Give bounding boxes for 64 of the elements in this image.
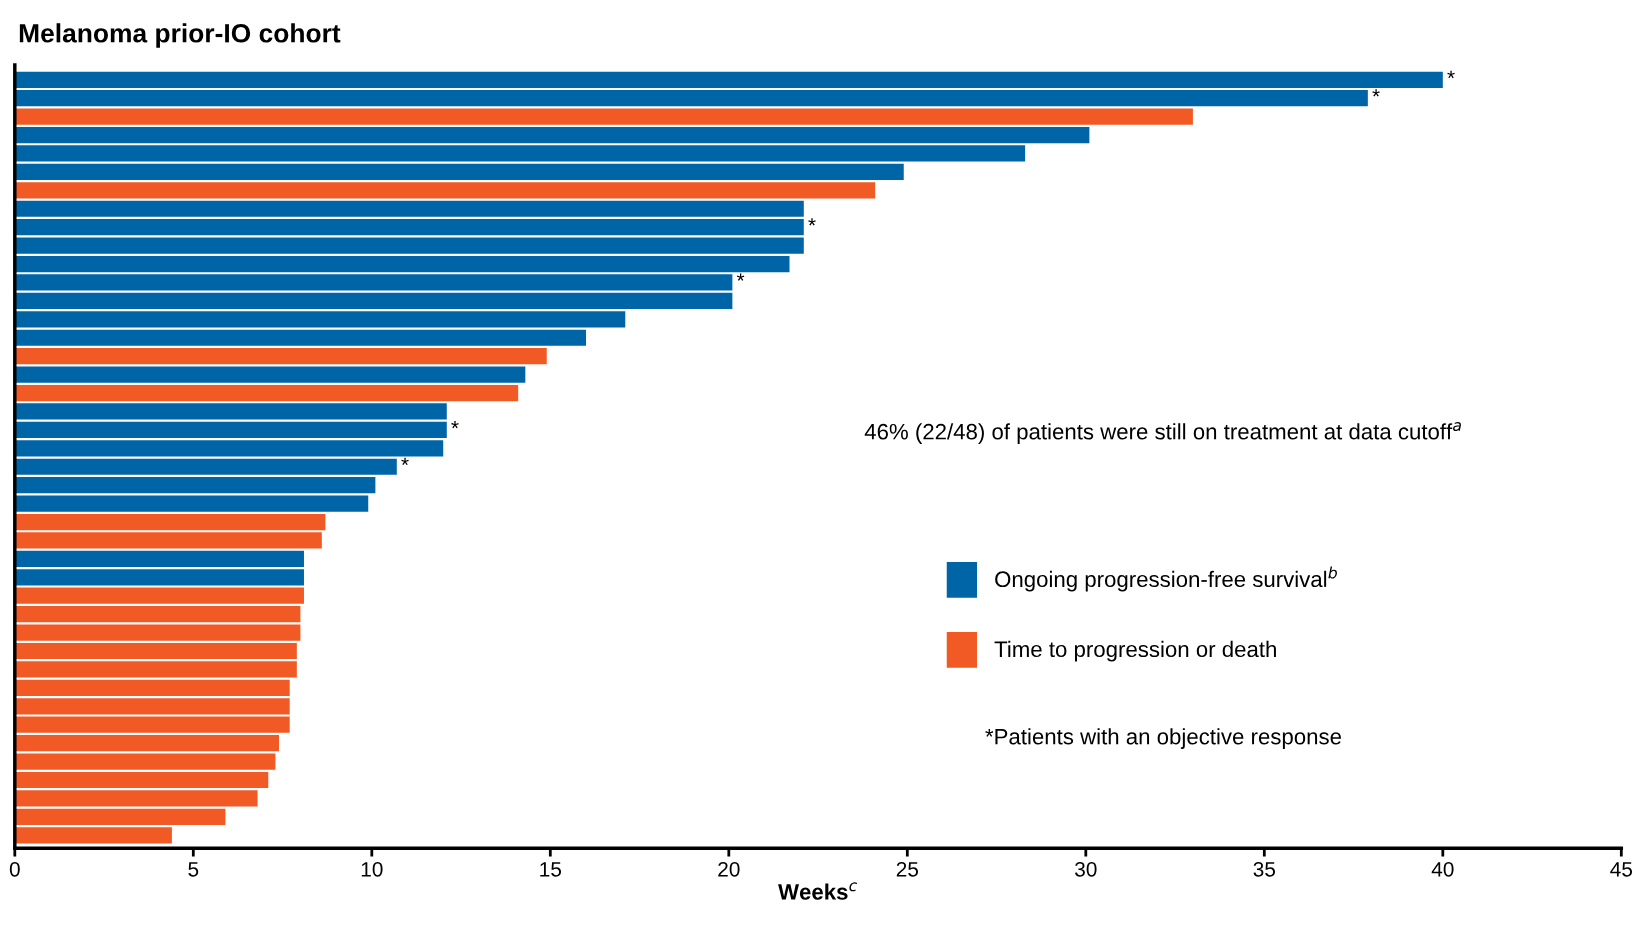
x-tick-label: 45	[1610, 862, 1633, 877]
x-tick-label: 10	[361, 861, 383, 877]
chart-title: Melanoma prior-IO cohort	[19, 23, 341, 48]
x-tick-label: 40	[1431, 861, 1454, 877]
data-label: *	[1372, 89, 1380, 97]
bar	[14, 440, 444, 457]
data-label: *	[451, 420, 459, 429]
bar	[14, 108, 1193, 125]
bar	[14, 237, 804, 254]
bar	[14, 403, 447, 420]
bar	[14, 513, 326, 531]
data-label: *	[401, 457, 409, 466]
x-tick-label: 20	[718, 861, 740, 877]
legend-label: Ongoing progression-free survival$^{b}$	[995, 566, 1337, 592]
legend-label: Time to progression or death	[994, 640, 1276, 662]
data-label: *	[1447, 70, 1455, 79]
bar	[14, 145, 1026, 162]
bar	[14, 716, 290, 733]
bar	[14, 163, 904, 181]
bar	[14, 569, 304, 586]
bar	[14, 255, 790, 273]
bar	[14, 366, 526, 383]
annotation: 46% (22/48) of patients were still on treatment at data cutoff$^{a}$	[864, 422, 1461, 444]
bar	[14, 71, 1443, 88]
bar	[14, 661, 297, 678]
bar	[14, 384, 519, 402]
bar	[14, 753, 276, 770]
bar	[14, 624, 301, 641]
bar	[14, 477, 376, 494]
bar	[14, 458, 397, 475]
x-tick-label: 30	[1075, 861, 1097, 877]
bar	[14, 679, 290, 696]
bar	[14, 90, 1368, 107]
bar	[14, 642, 297, 660]
bar	[14, 532, 322, 549]
bar	[14, 495, 369, 512]
bar	[14, 587, 304, 604]
data-label: *	[808, 218, 816, 226]
x-tick-label: 25	[896, 861, 919, 877]
bar	[14, 329, 587, 346]
x-tick-label: 5	[188, 862, 199, 877]
annotation: *Patients with an objective response	[985, 728, 1341, 749]
bar	[14, 200, 804, 217]
bar	[14, 292, 733, 309]
bar	[14, 735, 279, 752]
x-tick-label: 15	[540, 862, 562, 877]
x-tick-label: 35	[1253, 861, 1276, 877]
bar	[14, 274, 733, 291]
x-axis-title: Weeks$^{c}$	[778, 882, 858, 900]
bar	[14, 126, 1090, 144]
x-tick-label: 0	[9, 861, 20, 877]
bar	[14, 606, 301, 623]
bar	[14, 311, 626, 328]
bar	[14, 827, 172, 844]
bar	[14, 219, 804, 236]
bar	[14, 808, 226, 825]
bar	[14, 348, 547, 365]
bar	[14, 182, 876, 199]
bar	[14, 421, 447, 438]
bar	[14, 550, 304, 567]
bar	[14, 790, 258, 807]
bar	[14, 698, 290, 715]
data-label: *	[736, 273, 745, 281]
bar	[14, 771, 269, 789]
